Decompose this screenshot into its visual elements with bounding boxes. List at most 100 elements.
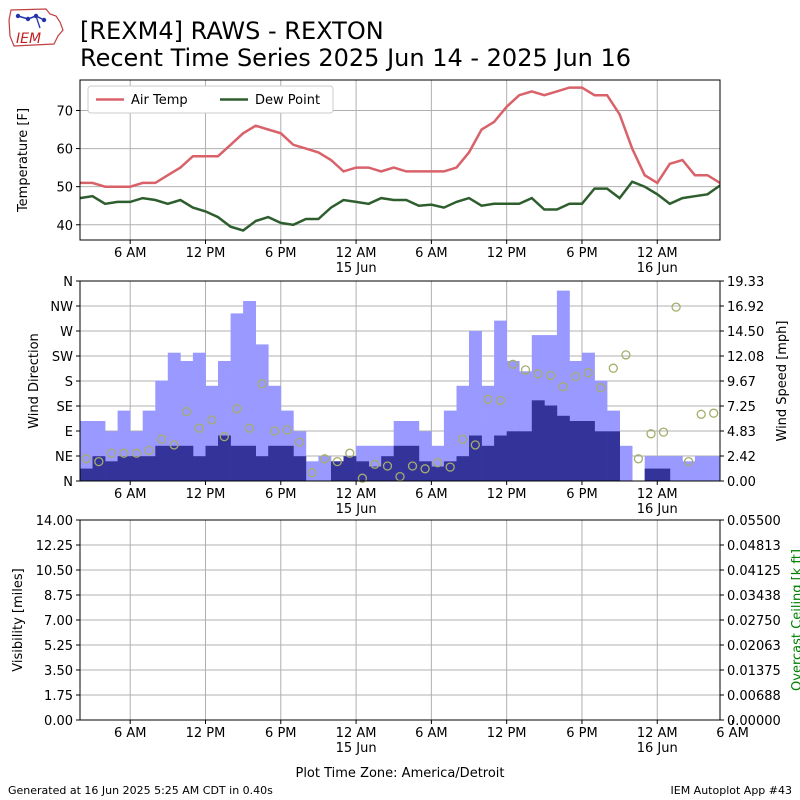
x-tick-label: 6 AM [114,726,147,741]
wind-gust-bar [255,456,269,481]
ceiling-tick-label: 0.05500 [727,514,781,529]
x-tick-label: 12 AM [336,246,377,261]
x-tick-label: 6 AM [415,246,448,261]
wind-direction-point [458,434,468,444]
x-tick-label: 6 PM [265,487,296,502]
y2-axis-label: Overcast Ceiling [k ft] [790,549,800,691]
x-tick-label: 6 AM [415,726,448,741]
wind-gust-bar [293,456,307,481]
x-tick-label: 12 AM [336,487,377,502]
wind-gust-bar [406,445,420,481]
visibility-tick-label: 0.00 [44,714,73,729]
ceiling-tick-label: 0.00000 [727,714,781,729]
wind-direction-point [332,456,342,467]
wind-gust-bar [544,405,558,481]
visibility-tick-label: 3.50 [44,664,73,679]
x-tick-label: 12 PM [186,487,226,502]
wind-direction-point [445,462,455,472]
speed-tick-label: 12.08 [727,350,764,365]
wind-gust-bar [117,456,131,481]
x-tick-date-label: 16 Jun [637,261,678,276]
wind-gust-bar [192,456,206,481]
wind-direction-point [370,459,380,469]
wind-speed-bar [192,352,206,481]
wind-speed-bar [669,456,683,481]
x-tick-label: 6 AM [114,246,147,261]
wind-direction-point [533,369,543,379]
x-tick-label: 12 PM [487,487,527,502]
ceiling-tick-label: 0.04125 [727,564,781,579]
direction-tick-label: SE [57,400,73,415]
wind-direction-point [432,458,443,468]
legend: Air Temp Dew Point [87,85,334,114]
wind-gust-bar [80,468,93,481]
wind-direction-point [407,461,418,471]
direction-tick-label: N [63,275,73,290]
y-axis-label: Visibility [miles] [11,568,26,671]
x-tick-label: 12 AM [637,487,678,502]
x-tick-label: 6 PM [566,487,597,502]
wind-direction-point [81,454,91,464]
speed-tick-label: 0.00 [727,475,756,490]
wind-direction-point [596,383,606,393]
x-tick-label: 12 PM [186,726,226,741]
wind-gust-bar [494,435,507,481]
ceiling-tick-label: 0.02063 [727,639,781,654]
axes-frame [79,79,721,241]
wind-gust-bar [205,445,219,481]
y-axis-label: Wind Direction [27,333,42,429]
wind-direction-point [571,371,581,382]
wind-gust-bar [469,435,482,481]
wind-gust-bar [243,445,256,481]
x-tick-label: 6 AM [114,487,147,502]
y2-axis-label: Wind Speed [mph] [775,321,790,442]
wind-direction-point [232,404,242,414]
wind-direction-point [345,448,355,458]
visibility-tick-label: 14.00 [36,514,73,529]
wind-gust-bar [531,400,545,481]
wind-direction-point [483,394,493,404]
wind-speed-bar [318,456,332,481]
wind-direction-point [182,406,192,417]
speed-tick-label: 19.33 [727,275,764,290]
wind-gust-bar [582,421,595,481]
speed-tick-label: 16.92 [727,300,764,315]
ceiling-tick-label: 0.01375 [727,664,781,679]
direction-tick-label: SW [52,350,73,365]
wind-direction-point [558,381,568,392]
wind-direction-point [257,379,267,389]
wind-gust-bar [644,468,658,481]
x-tick-label: 6 PM [265,726,296,741]
wind-direction-point [282,425,292,435]
x-tick-date-label: 16 Jun [637,741,678,756]
wind-direction-point [583,368,593,378]
wind-gust-bar [92,456,106,481]
wind-direction-point [621,350,631,360]
ceiling-tick-label: 0.02750 [727,614,781,629]
legend-label: Dew Point [255,93,320,108]
x-tick-date-label: 15 Jun [336,502,377,517]
wind-direction-point [545,370,556,381]
direction-tick-label: NE [55,450,73,465]
x-tick-label: 6 AM [415,487,448,502]
wind-direction-point [382,461,393,471]
wind-direction-point [357,473,368,483]
wind-gust-bar [280,445,294,481]
wind-direction-point [696,409,706,419]
wind-direction-point [420,464,430,474]
wind-speed-bar [255,344,269,481]
direction-tick-label: S [65,375,73,390]
x-tick-label: 12 PM [186,246,226,261]
visibility-tick-label: 1.75 [44,689,73,704]
wind-gust-bar [393,445,407,481]
speed-tick-label: 7.25 [727,400,756,415]
x-tick-label: 12 AM [336,726,377,741]
x-tick-date-label: 16 Jun [637,502,678,517]
y-axis-label: Temperature [F] [16,108,31,213]
iem-logo-icon: IEM [8,8,64,47]
wind-direction-point [156,434,167,444]
wind-gust-bar [569,421,583,481]
wind-gust-bar [368,466,382,481]
